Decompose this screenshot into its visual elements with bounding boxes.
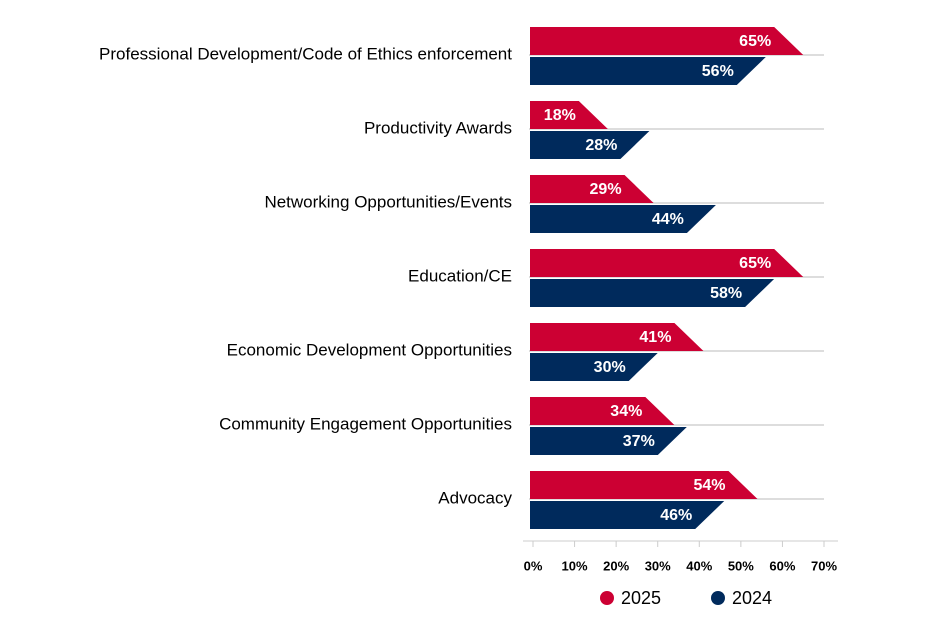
category-label: Advocacy (438, 488, 512, 507)
value-label: 46% (660, 507, 692, 524)
value-label: 30% (594, 359, 626, 376)
legend-marker (711, 591, 725, 605)
category-label: Networking Opportunities/Events (264, 192, 512, 211)
value-label: 34% (610, 403, 642, 420)
x-tick-label: 30% (645, 558, 671, 573)
bar (530, 397, 675, 425)
category-label: Economic Development Opportunities (227, 340, 512, 359)
x-tick-label: 60% (769, 558, 795, 573)
value-label: 58% (710, 285, 742, 302)
x-tick-label: 10% (562, 558, 588, 573)
value-label: 56% (702, 63, 734, 80)
x-tick-label: 70% (811, 558, 837, 573)
bar (530, 323, 704, 351)
bar (530, 175, 654, 203)
x-tick-label: 40% (686, 558, 712, 573)
category-label: Community Engagement Opportunities (219, 414, 512, 433)
bar (530, 279, 775, 307)
value-label: 54% (693, 477, 725, 494)
value-label: 18% (544, 107, 576, 124)
legend-label: 2024 (732, 588, 772, 608)
legend-marker (600, 591, 614, 605)
bar (530, 501, 725, 529)
category-label: Professional Development/Code of Ethics … (99, 44, 512, 63)
value-label: 65% (739, 33, 771, 50)
x-tick-label: 0% (524, 558, 543, 573)
bar (530, 101, 608, 129)
value-label: 44% (652, 211, 684, 228)
x-tick-label: 20% (603, 558, 629, 573)
category-label: Education/CE (408, 266, 512, 285)
bar (530, 131, 650, 159)
bar (530, 471, 758, 499)
value-label: 65% (739, 255, 771, 272)
bar (530, 427, 687, 455)
value-label: 41% (639, 329, 671, 346)
value-label: 29% (590, 181, 622, 198)
bar (530, 205, 716, 233)
bar (530, 27, 804, 55)
value-label: 37% (623, 433, 655, 450)
category-label: Productivity Awards (364, 118, 512, 137)
value-label: 28% (585, 137, 617, 154)
x-tick-label: 50% (728, 558, 754, 573)
bar (530, 353, 658, 381)
bar (530, 249, 804, 277)
bar (530, 57, 766, 85)
legend-label: 2025 (621, 588, 661, 608)
